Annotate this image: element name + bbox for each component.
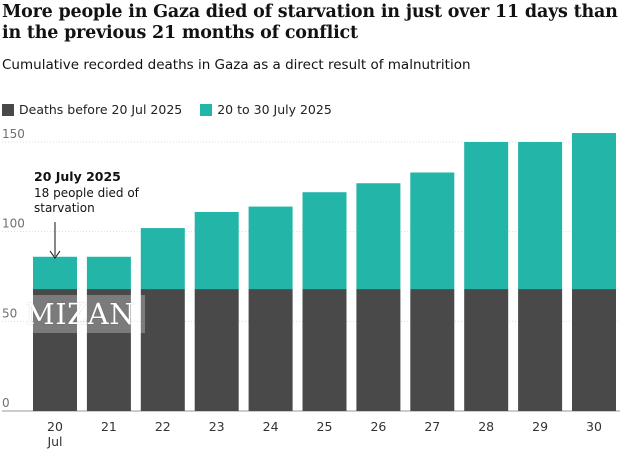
- bar-after-30: [572, 133, 616, 290]
- x-tick-label-30: 30: [586, 419, 602, 434]
- x-tick-label-25: 25: [317, 419, 333, 434]
- legend-item-after: 20 to 30 July 2025: [200, 102, 332, 117]
- bar-after-24: [248, 206, 293, 290]
- bar-after-26: [356, 183, 401, 290]
- annotation-title: 20 July 2025: [34, 169, 121, 184]
- bar-before-29: [518, 289, 563, 411]
- x-tick-label-22: 22: [155, 419, 171, 434]
- x-tick-sublabel-20: Jul: [46, 434, 62, 449]
- x-tick-label-20: 20: [47, 419, 63, 434]
- x-tick-label-21: 21: [101, 419, 117, 434]
- bar-after-22: [140, 228, 185, 290]
- legend-swatch-after: [200, 103, 213, 116]
- watermark-logo: MIZAN: [22, 295, 145, 333]
- x-tick-label-23: 23: [209, 419, 225, 434]
- chart-title: More people in Gaza died of starvation i…: [2, 2, 618, 43]
- x-tick-label-28: 28: [478, 419, 494, 434]
- bar-before-25: [302, 289, 347, 411]
- x-tick-label-24: 24: [263, 419, 279, 434]
- bar-before-27: [410, 289, 455, 411]
- y-tick-label-100: 100: [2, 217, 25, 231]
- chart-subtitle: Cumulative recorded deaths in Gaza as a …: [2, 57, 471, 73]
- bar-after-20: [33, 256, 77, 290]
- y-tick-label-50: 50: [2, 306, 17, 320]
- y-tick-label-150: 150: [2, 127, 25, 141]
- bar-before-23: [194, 289, 239, 411]
- legend-item-before: Deaths before 20 Jul 2025: [2, 102, 182, 117]
- bar-before-26: [356, 289, 401, 411]
- bar-before-21: [86, 289, 131, 411]
- legend: Deaths before 20 Jul 2025 20 to 30 July …: [2, 102, 350, 117]
- bar-after-25: [302, 192, 347, 290]
- bar-after-23: [194, 211, 239, 290]
- bar-before-28: [464, 289, 509, 411]
- bar-before-30: [572, 289, 616, 411]
- x-tick-label-27: 27: [424, 419, 440, 434]
- bar-after-27: [410, 172, 455, 290]
- legend-swatch-before: [2, 103, 14, 116]
- annotation-line-0: 18 people died of: [34, 186, 140, 200]
- y-tick-label-0: 0: [2, 396, 10, 410]
- annotation-arrow-head: [49, 250, 61, 259]
- bar-after-29: [518, 142, 563, 290]
- bar-before-22: [140, 289, 185, 411]
- annotation-line-1: starvation: [34, 201, 95, 215]
- legend-label-before: Deaths before 20 Jul 2025: [19, 102, 183, 117]
- bar-after-21: [86, 256, 131, 290]
- bar-before-24: [248, 289, 293, 411]
- bar-after-28: [464, 142, 509, 290]
- legend-label-after: 20 to 30 July 2025: [217, 102, 332, 117]
- bar-before-20: [33, 289, 77, 411]
- x-tick-label-26: 26: [370, 419, 386, 434]
- x-tick-label-29: 29: [532, 419, 548, 434]
